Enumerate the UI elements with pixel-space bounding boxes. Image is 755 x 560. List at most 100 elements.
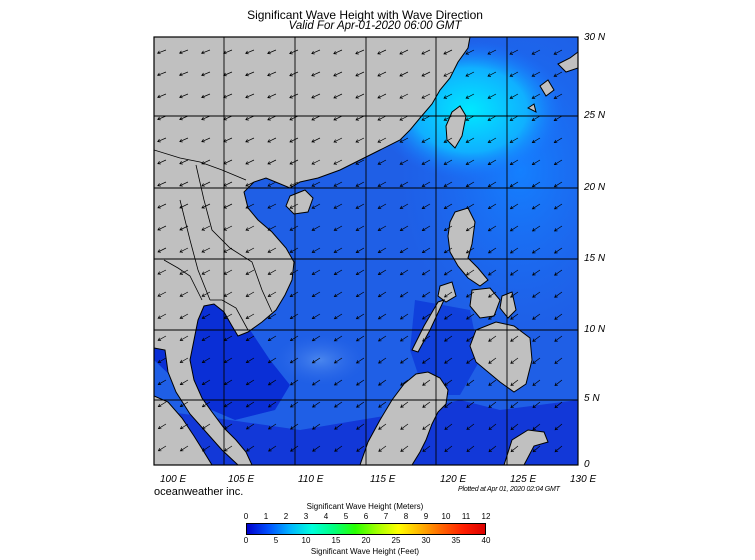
wave-direction-arrow (201, 203, 211, 209)
wave-direction-arrow (421, 181, 431, 187)
wave-direction-arrow (532, 423, 541, 431)
wave-direction-arrow (553, 225, 563, 232)
wave-direction-arrow (355, 225, 365, 231)
wave-direction-arrow (377, 115, 387, 121)
wave-direction-arrow (289, 313, 299, 320)
map-area (154, 37, 578, 465)
wave-direction-arrow (553, 203, 563, 210)
wave-direction-arrow (531, 115, 541, 121)
wave-direction-arrow (201, 71, 211, 77)
wave-direction-arrow (201, 137, 211, 143)
wave-direction-arrow (267, 115, 277, 121)
wave-direction-arrow (157, 159, 167, 165)
wave-direction-arrow (377, 203, 387, 209)
wave-direction-arrow (443, 71, 453, 77)
colorbar-feet-tick: 10 (301, 536, 311, 545)
wave-direction-arrow (466, 357, 475, 364)
wave-direction-arrow (223, 181, 233, 187)
wave-direction-arrow (289, 49, 299, 55)
wave-direction-arrow (245, 49, 255, 55)
wave-direction-arrow (156, 71, 167, 77)
wave-direction-arrow (465, 93, 475, 99)
wave-direction-arrow (311, 181, 321, 187)
wave-direction-arrow (201, 357, 211, 363)
brand-label: oceanweather inc. (154, 486, 244, 498)
wave-direction-arrow (399, 115, 409, 121)
wave-direction-arrow (333, 93, 343, 99)
lat-label: 15 N (584, 253, 606, 264)
wave-direction-arrow (531, 93, 541, 99)
wave-direction-arrow (465, 71, 475, 77)
wave-direction-arrow (444, 379, 453, 386)
wave-direction-arrow (377, 93, 387, 99)
wave-direction-arrow (356, 401, 365, 408)
wave-direction-arrow (377, 313, 387, 320)
wave-direction-arrow (311, 159, 321, 165)
wave-direction-arrow (333, 225, 343, 231)
map-subtitle: Valid For Apr-01-2020 06:00 GMT (288, 20, 462, 32)
wave-direction-arrow (179, 93, 189, 99)
wave-direction-arrow (157, 203, 167, 209)
wave-direction-arrow (311, 357, 321, 364)
wave-direction-arrow (333, 181, 343, 187)
wave-direction-arrow (355, 93, 365, 99)
wave-direction-arrow (245, 115, 255, 121)
wave-direction-arrow (465, 115, 475, 121)
wave-direction-arrow (289, 225, 299, 231)
wave-direction-arrow (333, 115, 343, 121)
wave-direction-arrow (465, 181, 475, 187)
wave-direction-arrow (311, 115, 321, 121)
wave-direction-arrow (553, 181, 563, 188)
wave-direction-arrow (509, 159, 519, 165)
wave-direction-arrow (554, 401, 563, 409)
wave-direction-arrow (267, 423, 277, 430)
colorbar-meter-tick: 8 (403, 512, 409, 521)
wave-direction-arrow (157, 423, 167, 430)
wave-direction-arrow (554, 423, 563, 431)
wave-direction-arrow (422, 423, 431, 430)
wave-direction-arrow (311, 93, 321, 99)
wave-direction-arrow (509, 137, 519, 143)
wave-direction-arrow (245, 423, 255, 430)
wave-direction-arrow (223, 93, 233, 99)
wave-direction-arrow (510, 445, 519, 453)
wave-direction-arrow (554, 335, 563, 342)
wave-direction-arrow (421, 71, 431, 77)
wave-direction-arrow (311, 247, 321, 253)
wave-direction-arrow (223, 225, 233, 231)
wave-direction-arrow (245, 203, 255, 209)
colorbar-title-meters: Significant Wave Height (Meters) (306, 502, 424, 511)
wave-direction-arrow (399, 71, 409, 77)
wave-direction-arrow (289, 335, 299, 342)
wave-direction-arrow (466, 401, 475, 408)
wave-direction-arrow (421, 225, 431, 232)
colorbar-feet-tick: 35 (451, 536, 461, 545)
colorbar-meter-tick: 5 (343, 512, 349, 521)
wave-direction-arrow (201, 269, 211, 275)
wave-direction-arrow (532, 269, 541, 276)
wave-direction-arrow (179, 401, 189, 408)
wave-direction-arrow (157, 247, 167, 253)
wave-direction-arrow (157, 181, 167, 187)
wave-direction-arrow (510, 313, 519, 320)
wave-direction-arrow (157, 93, 167, 99)
wave-direction-arrow (465, 203, 475, 210)
land (154, 37, 578, 465)
wave-direction-arrow (157, 115, 167, 121)
wave-direction-arrow (487, 93, 497, 99)
lon-label: 105 E (228, 474, 255, 485)
wave-direction-arrow (443, 291, 453, 298)
wave-direction-arrow (201, 159, 211, 165)
wave-direction-arrow (245, 71, 255, 77)
wave-direction-arrow (201, 423, 211, 430)
lat-label: 5 N (584, 393, 600, 404)
wave-direction-arrow (267, 313, 277, 319)
wave-direction-arrow (377, 71, 387, 77)
wave-direction-arrow (157, 137, 167, 143)
wave-direction-arrow (377, 137, 387, 143)
wave-direction-arrow (531, 203, 541, 210)
wave-direction-arrow (487, 71, 497, 77)
wave-direction-arrow (531, 137, 541, 143)
wave-direction-arrow (377, 159, 387, 165)
wave-direction-arrow (510, 379, 519, 386)
